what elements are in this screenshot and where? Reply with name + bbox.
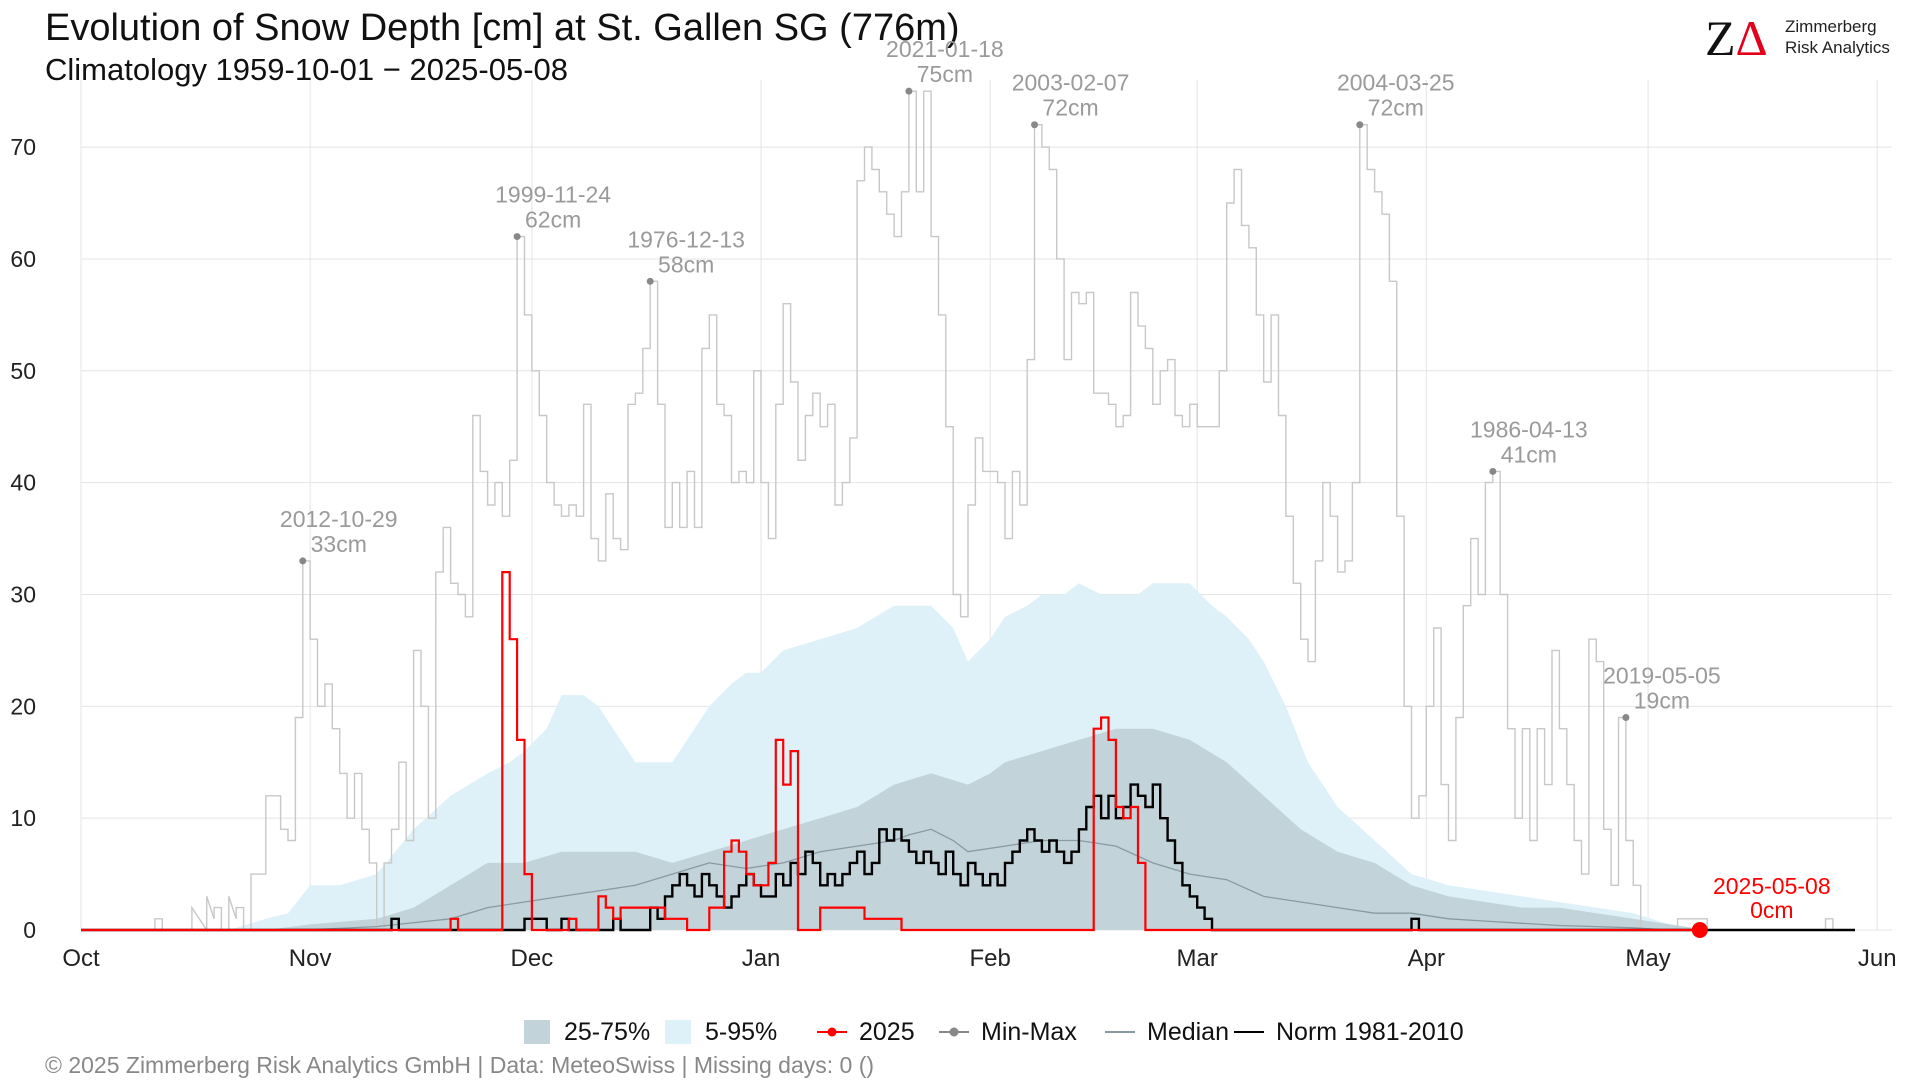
legend-label: Norm 1981-2010: [1276, 1017, 1464, 1046]
x-tick-label-feb: Feb: [970, 945, 1011, 972]
max-value-label: 41cm: [1501, 441, 1557, 467]
max-point: [1356, 121, 1364, 129]
legend-key-line-black: [1234, 1031, 1264, 1033]
max-date-label: 2021-01-18: [886, 36, 1004, 62]
y-tick-label: 0: [23, 917, 36, 943]
logo-mark-letter: Z: [1705, 10, 1736, 66]
x-tick-label-apr: Apr: [1408, 945, 1445, 972]
x-tick-label-dec: Dec: [511, 945, 554, 972]
legend-label: Min-Max: [981, 1017, 1077, 1046]
chart-subtitle: Climatology 1959-10-01 − 2025-05-08: [45, 52, 569, 87]
max-date-label: 2004-03-25: [1337, 70, 1455, 96]
series-2025: [81, 571, 1708, 932]
max-point: [1031, 121, 1039, 129]
max-value-label: 72cm: [1368, 95, 1424, 121]
legend-swatch: [665, 1020, 691, 1044]
max-value-label: 19cm: [1634, 688, 1690, 714]
legend-item: Norm 1981-2010: [1232, 1014, 1464, 1050]
x-tick-label-oct: Oct: [62, 945, 100, 972]
x-tick-label-nov: Nov: [289, 945, 332, 972]
max-point: [513, 233, 521, 241]
axes: 0 10 20 30 40 50 60 70 Oct Nov Dec Jan Feb Mar Apr May J…: [10, 134, 1896, 972]
y-tick-label: 10: [10, 805, 36, 831]
chart-title: Evolution of Snow Depth [cm] at St. Gall…: [45, 7, 960, 49]
legend-key-band-light: [665, 1020, 691, 1044]
max-value-label: 33cm: [311, 531, 367, 557]
series-min-max: [81, 90, 1855, 933]
logo-name-line2: Risk Analytics: [1785, 38, 1890, 57]
y-tick-label: 30: [10, 581, 36, 607]
legend-dot: [949, 1027, 959, 1037]
series-median: [81, 828, 1671, 931]
logo-name: Zimmerberg Risk Analytics: [1785, 16, 1890, 58]
legend-label: 2025: [859, 1017, 915, 1046]
max-value-label: 72cm: [1042, 95, 1098, 121]
legend-item: 5-95%: [661, 1014, 777, 1050]
y-tick-label: 20: [10, 693, 36, 719]
series-lines: [81, 90, 1855, 933]
max-point: [646, 277, 654, 285]
current-point: [1691, 922, 1708, 938]
current-value-label: 0cm: [1750, 897, 1793, 923]
max-value-label: 62cm: [525, 207, 581, 233]
max-point: [1622, 714, 1630, 721]
max-point: [299, 557, 307, 565]
y-tick-label: 50: [10, 358, 36, 384]
footer-credits: © 2025 Zimmerberg Risk Analytics GmbH | …: [45, 1052, 875, 1078]
current-date-label: 2025-05-08: [1713, 873, 1831, 899]
x-tick-label-jan: Jan: [742, 945, 781, 972]
legend-item: 25-75%: [520, 1014, 650, 1050]
legend-key-line-dot-grey: [939, 1027, 969, 1037]
logo-mark-delta: Δ: [1735, 10, 1768, 66]
y-tick-label: 40: [10, 470, 36, 496]
legend-item: 2025: [815, 1014, 915, 1050]
max-point: [905, 87, 913, 95]
legend-key-band-dark: [524, 1020, 550, 1044]
y-tick-label: 60: [10, 246, 36, 272]
logo-name-line1: Zimmerberg: [1785, 17, 1877, 36]
legend-key-line-dot-red: [817, 1027, 847, 1037]
legend-label: 25-75%: [564, 1017, 651, 1046]
max-date-label: 2003-02-07: [1012, 70, 1130, 96]
max-date-label: 2019-05-05: [1603, 663, 1721, 689]
legend-key-line-grey: [1105, 1031, 1135, 1033]
max-date-label: 1999-11-24: [495, 182, 611, 208]
logo-mark: ZΔ: [1705, 12, 1768, 64]
legend-label: 5-95%: [705, 1017, 778, 1046]
max-date-label: 1976-12-13: [627, 226, 745, 252]
max-date-label: 2012-10-29: [280, 506, 398, 532]
x-tick-label-mar: Mar: [1176, 945, 1217, 972]
x-tick-label-jun: Jun: [1858, 945, 1897, 972]
y-tick-label: 70: [10, 134, 36, 160]
legend-item: Median: [1103, 1014, 1229, 1050]
legend-label: Median: [1147, 1017, 1229, 1046]
max-value-label: 75cm: [917, 61, 973, 87]
x-tick-label-may: May: [1625, 945, 1670, 972]
max-value-label: 58cm: [658, 251, 714, 277]
max-date-label: 1986-04-13: [1470, 416, 1588, 442]
legend-item: Min-Max: [937, 1014, 1077, 1050]
logo: ZΔ Zimmerberg Risk Analytics: [1705, 8, 1915, 68]
legend: 25-75% 5-95% 2025 Min-Max Median Norm 1981-20…: [0, 1014, 1920, 1050]
legend-swatch: [524, 1020, 550, 1044]
legend-dot: [827, 1027, 837, 1037]
max-point: [1489, 467, 1497, 475]
